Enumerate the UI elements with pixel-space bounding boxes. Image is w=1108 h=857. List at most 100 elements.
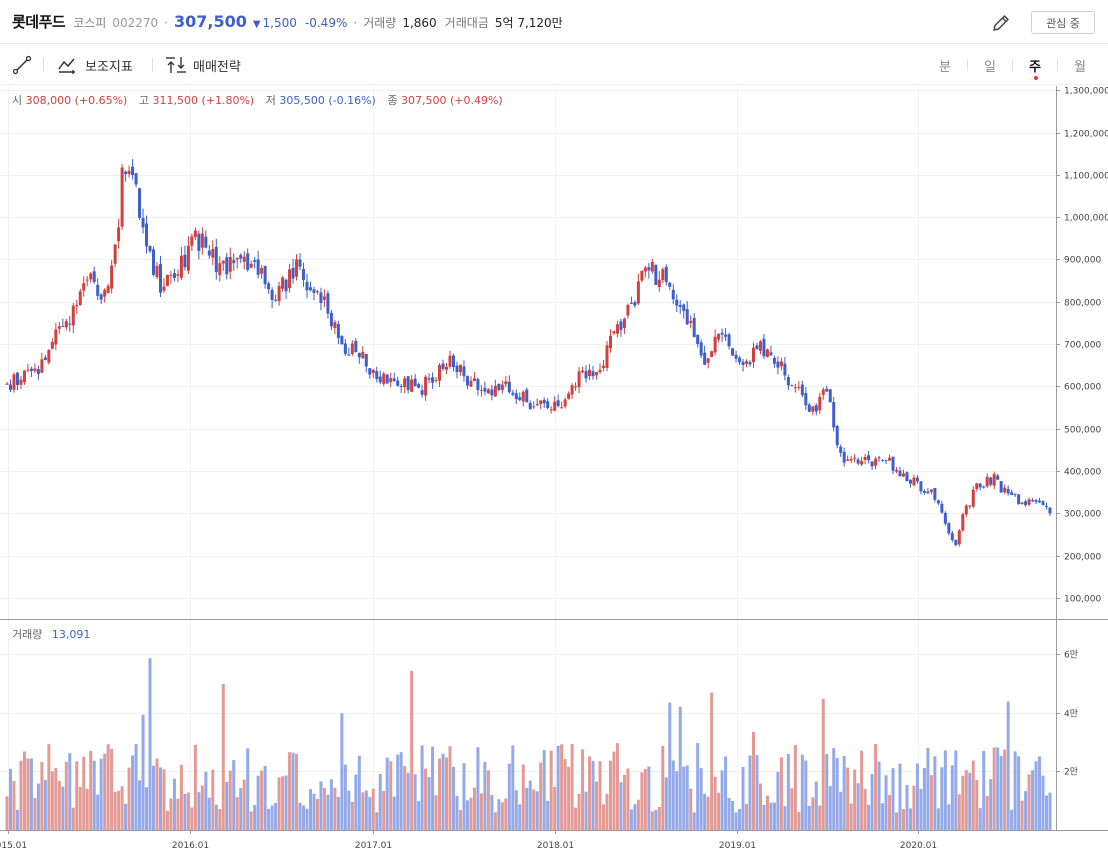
period-minute[interactable]: 분	[939, 60, 951, 75]
candle-body	[560, 407, 564, 409]
candle	[493, 379, 497, 397]
current-price: 307,500	[173, 12, 247, 31]
candle	[556, 394, 560, 408]
separator-dot: ·	[353, 16, 358, 30]
candle-body	[762, 338, 766, 357]
active-period-indicator	[1034, 76, 1038, 80]
candle-body	[441, 363, 445, 369]
period-week[interactable]: 주	[1029, 60, 1041, 75]
candle-body	[619, 321, 623, 330]
candle-body	[235, 257, 239, 260]
candle-body	[612, 331, 616, 334]
candle-body	[312, 289, 316, 293]
candle-body	[992, 474, 996, 486]
candle-body	[8, 384, 12, 390]
candle-body	[476, 378, 480, 391]
volume-bar	[431, 746, 435, 830]
volume-bar	[8, 768, 12, 830]
candle-body	[148, 245, 152, 252]
candle-body	[783, 363, 787, 376]
chart-axes: 1,300,000 1,200,000 1,100,000 1,000,000 900,…	[0, 86, 1108, 851]
candle	[218, 256, 222, 282]
candle-body	[661, 269, 665, 281]
candle	[371, 369, 375, 379]
strategy-button[interactable]: 매매전략	[165, 55, 241, 75]
candle	[155, 262, 159, 280]
volume-bar	[926, 747, 930, 830]
strategy-arrows-icon	[166, 57, 186, 73]
stock-name[interactable]: 롯데푸드	[12, 13, 66, 31]
close-value: 307,500 (+0.49%)	[400, 94, 503, 107]
candle-body	[518, 397, 522, 401]
volume-bar	[772, 802, 776, 830]
candle-body	[431, 377, 435, 383]
candle-body	[748, 362, 752, 365]
candle-body	[288, 269, 292, 289]
candle-body	[1038, 500, 1042, 503]
volume-bar	[165, 810, 169, 830]
volume-bar	[138, 780, 142, 830]
volume-bar	[172, 778, 176, 830]
candle	[152, 246, 156, 277]
candle	[675, 294, 679, 312]
volume-bar	[207, 797, 211, 830]
volume-bar	[619, 782, 623, 830]
candle-body	[490, 389, 494, 396]
candle	[765, 348, 769, 358]
candle	[738, 355, 742, 366]
volume-bar	[884, 775, 888, 830]
separator-dot: ·	[164, 16, 168, 30]
candle-body	[724, 334, 728, 337]
price-axis-label: 1,200,000	[1064, 130, 1108, 140]
candle	[640, 270, 644, 283]
candle-body	[225, 257, 229, 275]
candle	[943, 511, 947, 526]
volume-series	[5, 658, 1052, 830]
candle	[856, 457, 860, 466]
volume-bar	[127, 767, 131, 830]
price-axis-label: 100,000	[1064, 595, 1101, 605]
candle	[1024, 499, 1028, 508]
candle	[779, 357, 783, 371]
pencil-icon[interactable]	[990, 12, 1012, 34]
candle	[455, 361, 459, 379]
candle-body	[968, 505, 972, 507]
candle	[1020, 501, 1024, 505]
watchlist-button[interactable]: 관심 중	[1031, 11, 1095, 34]
candle-body	[61, 325, 65, 327]
candle-body	[455, 365, 459, 373]
volume-bar	[267, 808, 271, 830]
candle-body	[511, 392, 515, 395]
volume-bar	[12, 781, 16, 830]
candle-body	[727, 334, 731, 347]
draw-line-tool[interactable]	[12, 55, 38, 75]
volume-panel-value: 13,091	[51, 628, 91, 641]
price-axis-label: 1,100,000	[1064, 172, 1108, 182]
candle-body	[842, 451, 846, 463]
candle	[141, 208, 145, 234]
candle-body	[291, 267, 295, 279]
candle-body	[699, 342, 703, 356]
candle-body	[825, 388, 829, 392]
period-day[interactable]: 일	[984, 60, 996, 75]
volume-bar	[308, 789, 312, 830]
candle	[211, 240, 215, 266]
candle-body	[99, 294, 103, 300]
candle	[657, 271, 661, 292]
volume-bar	[291, 752, 295, 830]
candle	[971, 486, 975, 509]
candle-body	[989, 477, 993, 485]
candle	[560, 401, 564, 409]
candle	[776, 356, 780, 375]
candle	[490, 384, 494, 401]
candle-body	[936, 500, 940, 504]
volume-bar	[410, 670, 414, 830]
indicator-button[interactable]: 보조지표	[57, 55, 133, 75]
volume-bar	[61, 786, 65, 830]
period-month[interactable]: 월	[1074, 60, 1086, 75]
volume-bar	[947, 804, 951, 830]
candle	[563, 397, 567, 409]
candle	[131, 159, 135, 180]
volume-bar	[758, 783, 762, 830]
